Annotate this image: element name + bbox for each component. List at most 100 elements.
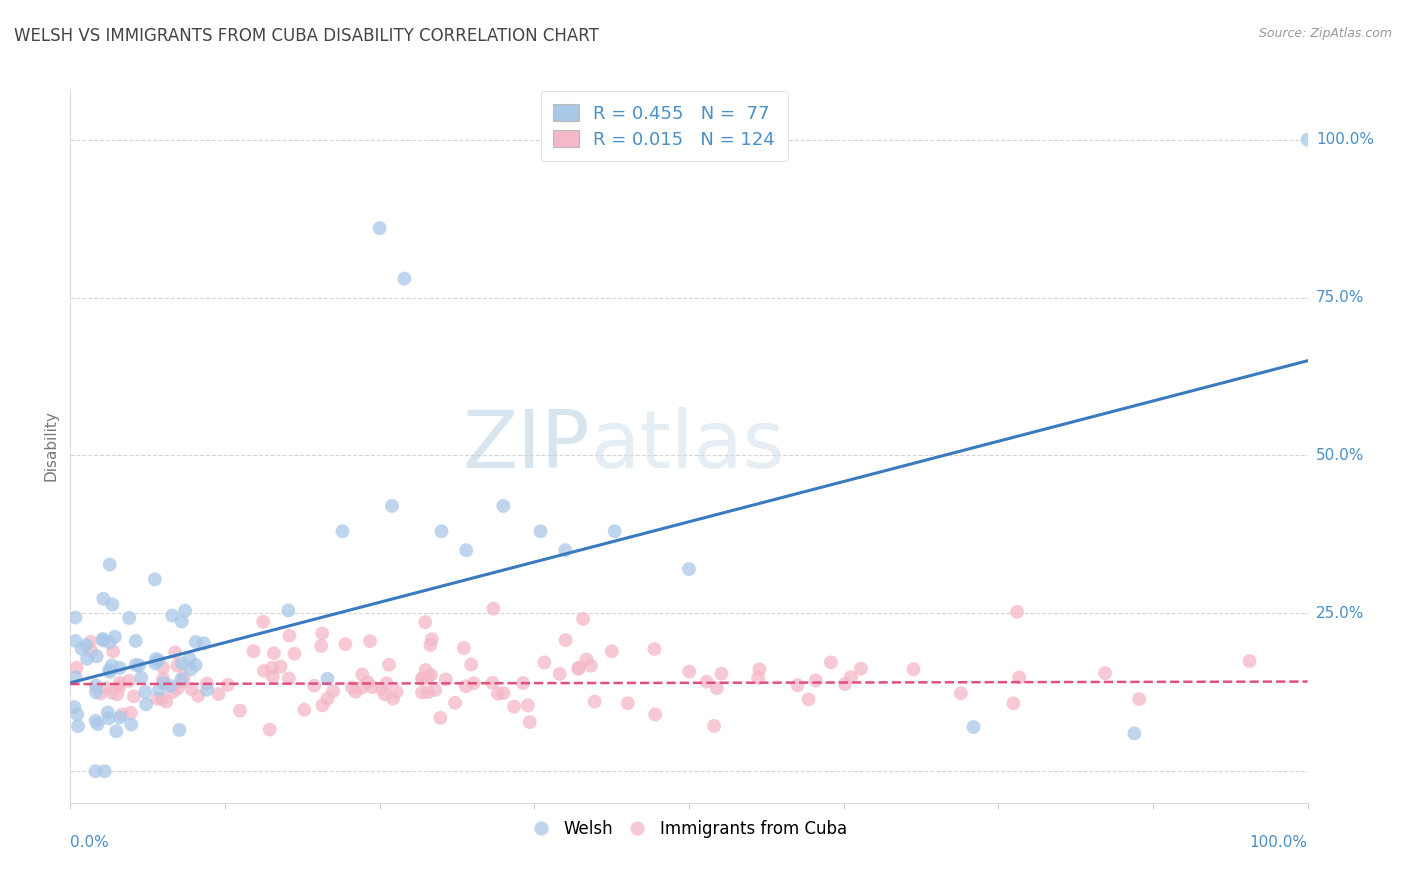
Point [98, 635, 121, 649]
Point [340, 681, 363, 695]
Point [420, 632, 443, 647]
Point [242, 644, 264, 658]
Point [101, 658, 124, 673]
Point [166, 681, 188, 696]
Point [1128, 692, 1150, 706]
Point [579, 658, 602, 673]
Point [434, 673, 457, 687]
Point [120, 706, 142, 720]
Point [706, 681, 728, 696]
Point [165, 645, 187, 659]
Point [187, 689, 209, 703]
Point [253, 664, 276, 678]
Point [820, 656, 842, 670]
Point [411, 672, 433, 686]
Point [1005, 605, 1028, 619]
Point [554, 633, 576, 648]
Text: 25.0%: 25.0% [1316, 606, 1364, 621]
Point [162, 685, 184, 699]
Point [152, 676, 174, 690]
Point [568, 661, 591, 675]
Point [1002, 696, 1025, 710]
Point [368, 221, 391, 235]
Point [93, 591, 115, 606]
Text: 75.0%: 75.0% [1316, 290, 1364, 305]
Point [575, 652, 598, 666]
Point [148, 682, 170, 697]
Point [411, 685, 433, 699]
Point [179, 651, 201, 665]
Point [903, 662, 925, 676]
Point [463, 676, 485, 690]
Point [411, 672, 433, 686]
Point [583, 695, 606, 709]
Point [492, 686, 515, 700]
Point [375, 676, 398, 690]
Point [1008, 670, 1031, 684]
Point [416, 670, 439, 684]
Point [415, 663, 437, 677]
Point [120, 717, 142, 731]
Point [617, 696, 640, 710]
Point [101, 686, 124, 700]
Point [150, 691, 173, 706]
Point [270, 659, 292, 673]
Point [75, 638, 97, 652]
Point [259, 723, 281, 737]
Point [86, 717, 108, 731]
Point [512, 676, 534, 690]
Point [152, 672, 174, 686]
Point [98, 663, 121, 677]
Point [217, 678, 239, 692]
Point [374, 687, 396, 701]
Point [460, 657, 482, 672]
Point [554, 543, 576, 558]
Point [146, 691, 169, 706]
Point [173, 670, 195, 684]
Point [357, 675, 380, 690]
Point [65, 660, 87, 674]
Point [548, 667, 571, 681]
Text: 100.0%: 100.0% [1316, 132, 1374, 147]
Point [416, 685, 439, 699]
Point [66, 719, 89, 733]
Point [423, 683, 446, 698]
Point [128, 658, 150, 673]
Point [207, 687, 229, 701]
Point [949, 686, 972, 700]
Point [322, 684, 344, 698]
Point [65, 610, 87, 624]
Point [86, 649, 108, 664]
Point [152, 661, 174, 675]
Point [170, 673, 193, 687]
Point [382, 691, 405, 706]
Point [118, 673, 141, 688]
Point [169, 723, 191, 737]
Point [65, 634, 87, 648]
Point [159, 679, 181, 693]
Point [129, 671, 152, 685]
Point [184, 657, 207, 672]
Point [503, 699, 526, 714]
Point [166, 658, 188, 673]
Point [385, 684, 408, 698]
Point [482, 601, 505, 615]
Point [174, 604, 197, 618]
Point [80, 644, 103, 658]
Point [834, 677, 856, 691]
Point [492, 499, 515, 513]
Point [316, 672, 339, 686]
Point [143, 572, 166, 586]
Point [283, 647, 305, 661]
Point [91, 633, 114, 648]
Point [108, 710, 131, 724]
Y-axis label: Disability: Disability [44, 410, 59, 482]
Point [170, 615, 193, 629]
Point [456, 543, 478, 558]
Point [429, 711, 451, 725]
Text: WELSH VS IMMIGRANTS FROM CUBA DISABILITY CORRELATION CHART: WELSH VS IMMIGRANTS FROM CUBA DISABILITY… [14, 27, 599, 45]
Point [277, 603, 299, 617]
Point [65, 670, 87, 684]
Point [849, 662, 872, 676]
Point [96, 681, 118, 696]
